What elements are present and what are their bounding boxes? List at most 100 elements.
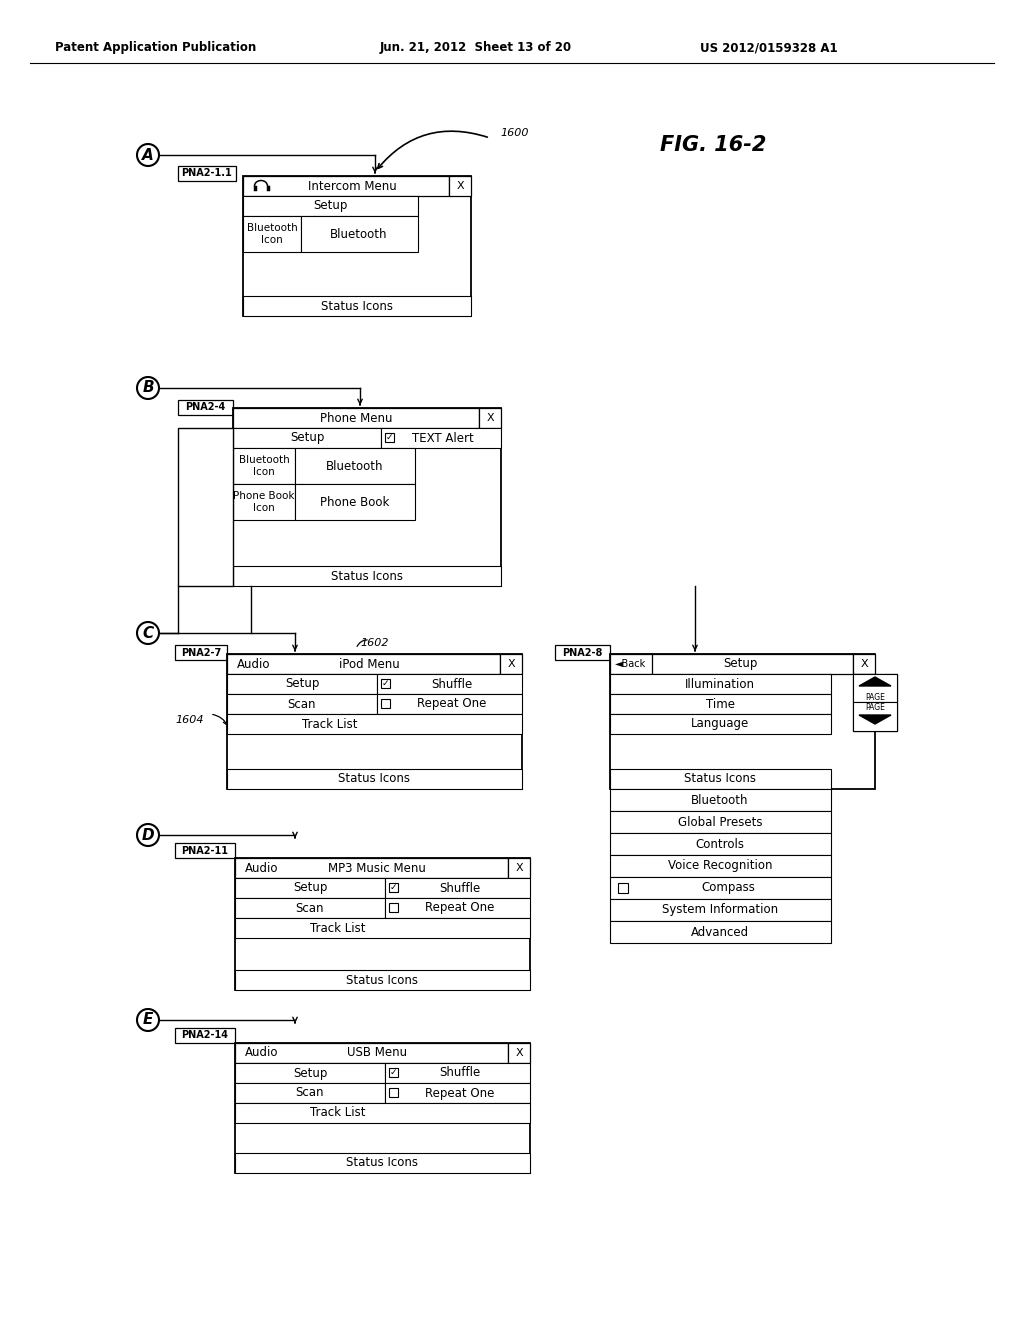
Text: Track List: Track List [310, 921, 366, 935]
Bar [175, 645, 227, 660]
Bar [234, 1043, 530, 1173]
Bar [610, 653, 874, 789]
Bar [610, 714, 831, 734]
Bar [234, 1063, 385, 1082]
Bar [389, 903, 398, 912]
Text: PAGE: PAGE [865, 693, 885, 701]
Bar [610, 855, 831, 876]
Text: Setup: Setup [293, 882, 328, 895]
Text: X: X [507, 659, 515, 669]
Bar [243, 296, 471, 315]
Bar [234, 1104, 530, 1123]
Bar [610, 899, 831, 921]
Text: TEXT Alert: TEXT Alert [412, 432, 474, 445]
Bar [178, 428, 233, 586]
Bar [233, 566, 501, 586]
Text: ✓: ✓ [390, 883, 397, 892]
Text: PNA2-1.1: PNA2-1.1 [181, 169, 232, 178]
Text: 1604: 1604 [175, 715, 204, 725]
Text: Time: Time [706, 697, 734, 710]
Text: Track List: Track List [302, 718, 357, 730]
Text: Scan: Scan [296, 1086, 325, 1100]
Bar [610, 876, 831, 899]
Bar [479, 408, 501, 428]
Bar [234, 858, 530, 990]
Text: Status Icons: Status Icons [346, 1156, 418, 1170]
Bar [227, 653, 500, 675]
Bar [508, 1043, 530, 1063]
Text: PNA2-11: PNA2-11 [181, 846, 228, 855]
Text: ✓: ✓ [382, 678, 389, 688]
Text: Voice Recognition: Voice Recognition [668, 859, 772, 873]
Bar [233, 428, 381, 447]
Text: Patent Application Publication: Patent Application Publication [55, 41, 256, 54]
Text: Status Icons: Status Icons [684, 772, 756, 785]
Text: PNA2-14: PNA2-14 [181, 1031, 228, 1040]
Bar [243, 195, 418, 216]
Text: Bluetooth
Icon: Bluetooth Icon [247, 223, 297, 244]
Text: MP3 Music Menu: MP3 Music Menu [328, 862, 426, 874]
Text: Status Icons: Status Icons [331, 569, 403, 582]
Text: Repeat One: Repeat One [418, 697, 486, 710]
Bar [610, 921, 831, 942]
Text: X: X [486, 413, 494, 422]
Text: Audio: Audio [246, 1047, 279, 1060]
Text: Phone Menu: Phone Menu [319, 412, 392, 425]
Text: Bluetooth: Bluetooth [691, 793, 749, 807]
Bar [234, 917, 530, 939]
Text: FIG. 16-2: FIG. 16-2 [660, 135, 766, 154]
Text: Scan: Scan [288, 697, 316, 710]
Text: PNA2-7: PNA2-7 [181, 648, 221, 657]
Bar [853, 653, 874, 675]
Bar [610, 675, 831, 694]
Text: Compass: Compass [701, 882, 755, 895]
Text: X: X [515, 1048, 523, 1059]
Bar [389, 883, 398, 892]
Bar [227, 770, 522, 789]
Bar [853, 702, 897, 731]
Bar [610, 694, 831, 714]
Text: ◄Back: ◄Back [615, 659, 646, 669]
Text: Intercom Menu: Intercom Menu [307, 180, 396, 193]
Bar [233, 408, 501, 586]
Text: X: X [456, 181, 464, 191]
Text: Phone Book: Phone Book [321, 495, 390, 508]
Bar [243, 176, 471, 315]
Bar [175, 843, 234, 858]
Text: X: X [860, 659, 867, 669]
Text: Setup: Setup [312, 199, 347, 213]
Text: Shuffle: Shuffle [431, 677, 473, 690]
Bar [853, 675, 897, 731]
Bar [555, 645, 610, 660]
Bar [449, 176, 471, 195]
Bar [500, 653, 522, 675]
Text: Jun. 21, 2012  Sheet 13 of 20: Jun. 21, 2012 Sheet 13 of 20 [380, 41, 572, 54]
Bar [178, 166, 236, 181]
Bar [243, 176, 449, 195]
Text: System Information: System Information [662, 903, 778, 916]
Text: Status Icons: Status Icons [338, 772, 410, 785]
Text: Setup: Setup [290, 432, 325, 445]
Text: X: X [515, 863, 523, 873]
Bar [234, 1152, 530, 1173]
Text: Bluetooth
Icon: Bluetooth Icon [239, 455, 290, 477]
Bar [381, 700, 390, 708]
Text: Audio: Audio [246, 862, 279, 874]
Text: 1600: 1600 [500, 128, 528, 139]
Bar [175, 1028, 234, 1043]
Text: US 2012/0159328 A1: US 2012/0159328 A1 [700, 41, 838, 54]
Bar [385, 1082, 530, 1104]
Text: ✓: ✓ [386, 433, 393, 442]
Text: iPod Menu: iPod Menu [339, 657, 399, 671]
Text: Setup: Setup [293, 1067, 328, 1080]
Bar [227, 653, 522, 789]
Bar [233, 447, 295, 484]
Text: Language: Language [691, 718, 750, 730]
Text: Phone Book
Icon: Phone Book Icon [233, 491, 295, 512]
Text: Scan: Scan [296, 902, 325, 915]
Text: Repeat One: Repeat One [425, 1086, 495, 1100]
Text: Repeat One: Repeat One [425, 902, 495, 915]
Bar [381, 428, 501, 447]
Bar [234, 878, 385, 898]
Bar [301, 216, 418, 252]
